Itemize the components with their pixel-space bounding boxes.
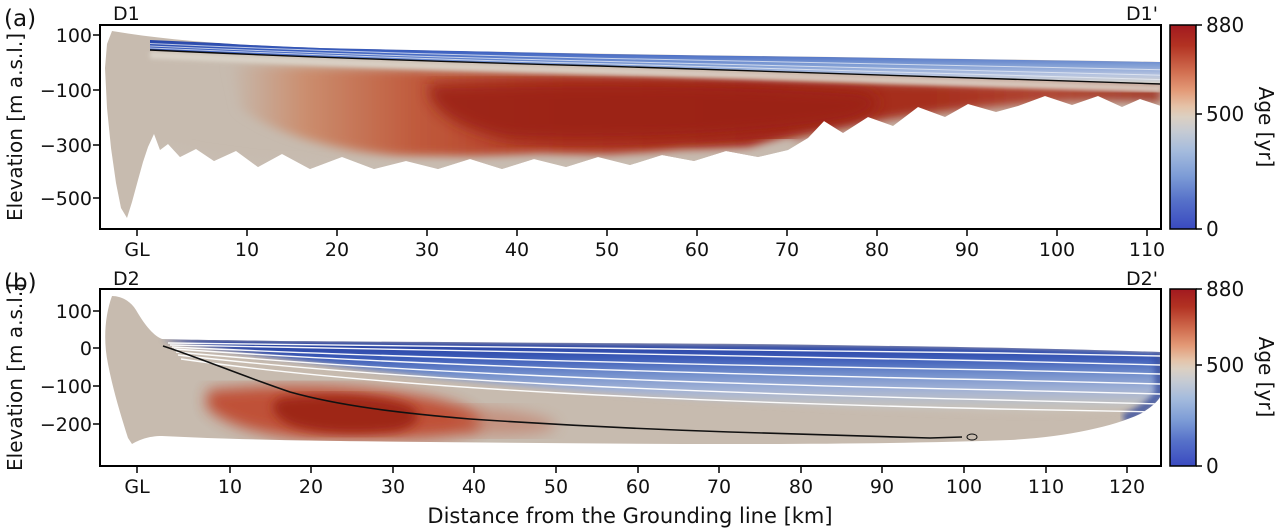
transect-start-label-b: D2: [113, 268, 140, 290]
x-tick-label-a-7: 70: [775, 239, 799, 261]
colorbar-b-tickmarks: [1196, 288, 1202, 467]
colorbar-b-tick-mid: 500: [1206, 353, 1244, 377]
black-isochrone-b: [162, 345, 963, 439]
y-tick-label-a-1: −100: [40, 80, 92, 102]
transect-end-label-b: D2': [1126, 268, 1158, 290]
y-tick-label-b-3: −200: [40, 414, 92, 436]
panel-a-x-tickmarks: [136, 229, 1148, 236]
colorbar-a-tick-max: 880: [1206, 13, 1244, 37]
panel-b-y-tickmarks: [93, 310, 100, 425]
isochrone-line-b-5: [175, 351, 1161, 395]
panel-a-frame: [99, 24, 1162, 230]
y-tick-label-b-1: 0: [80, 338, 92, 360]
panel-a-letter: (a): [4, 6, 36, 32]
colorbar-a: 880 500 0 Age [yr]: [1169, 13, 1278, 241]
isochrone-line-b-7: [180, 358, 1161, 413]
colorbar-a-tick-min: 0: [1206, 217, 1219, 241]
x-tick-label-b-3: 30: [381, 476, 405, 498]
y-tick-label-a-3: −500: [40, 188, 92, 210]
colorbar-b-tick-min: 0: [1206, 454, 1219, 478]
y-tick-label-b-0: 100: [56, 301, 92, 323]
pale-mid-layer-a: [149, 51, 1161, 93]
oldest-ice-core-b: [273, 394, 419, 434]
x-tick-label-b-9: 90: [870, 476, 894, 498]
x-tick-label-b-10: 100: [946, 476, 982, 498]
colorbar-a-tickmarks: [1196, 24, 1202, 230]
ice-section-a: [105, 31, 1161, 218]
colorbar-b-tick-max: 880: [1206, 277, 1244, 301]
isochrone-line-b-6: [177, 354, 1161, 405]
young-ice-blue-layer-a: [150, 40, 1161, 84]
panel-b-frame: [99, 288, 1162, 467]
isochrone-line-b-4: [173, 348, 1161, 385]
black-isochrone-b-end-loop: [966, 433, 978, 441]
x-tick-label-a-11: 110: [1129, 239, 1165, 261]
x-tick-label-b-6: 60: [626, 476, 650, 498]
colorbar-b-gradient: [1169, 288, 1197, 467]
oldest-ice-core-a: [429, 82, 879, 142]
x-tick-label-b-1: 10: [218, 476, 242, 498]
x-tick-label-b-12: 120: [1109, 476, 1145, 498]
x-tick-label-a-0: GL: [124, 239, 150, 261]
isochrone-line-a-2: [149, 45, 1161, 76]
x-tick-label-b-4: 40: [462, 476, 486, 498]
x-tick-label-b-0: GL: [124, 476, 150, 498]
transect-end-label-a: D1': [1126, 3, 1158, 25]
transect-start-label-a: D1: [113, 3, 140, 25]
panel-a-y-tickmarks: [93, 34, 100, 199]
colorbar-b-label: Age [yr]: [1254, 337, 1278, 418]
x-tick-label-b-2: 20: [299, 476, 323, 498]
y-axis-label-b: Elevation [m a.s.l.]: [3, 283, 27, 471]
isochrone-line-a-1: [149, 43, 1161, 71]
x-tick-label-a-4: 40: [505, 239, 529, 261]
x-tick-label-a-3: 30: [415, 239, 439, 261]
young-ice-blue-region-b: [162, 339, 1160, 414]
y-tick-label-a-0: 100: [56, 25, 92, 47]
panel-b: (b) D2 D2' Elevation [m a.s.l.] 100 0 −1…: [3, 268, 1278, 498]
panel-b-x-tickmarks: [136, 466, 1128, 473]
black-isochrone-a: [149, 49, 1161, 85]
panel-a: (a) D1 D1' Elevation [m a.s.l.] 100 −100…: [3, 3, 1278, 261]
x-tick-label-a-9: 90: [955, 239, 979, 261]
colorbar-a-label: Age [yr]: [1254, 87, 1278, 168]
x-tick-label-a-6: 60: [685, 239, 709, 261]
colorbar-a-tick-mid: 500: [1206, 102, 1244, 126]
x-tick-label-b-11: 110: [1028, 476, 1064, 498]
x-axis-label: Distance from the Grounding line [km]: [427, 504, 832, 528]
x-tick-label-a-10: 100: [1039, 239, 1075, 261]
isochrone-line-a-3: [149, 47, 1161, 81]
y-tick-label-a-2: −300: [40, 135, 92, 157]
isochrone-line-b-3: [171, 346, 1161, 375]
colorbar-a-gradient: [1169, 24, 1197, 230]
x-tick-label-a-1: 10: [235, 239, 259, 261]
y-axis-label-a: Elevation [m a.s.l.]: [3, 33, 27, 221]
y-tick-label-b-2: −100: [40, 376, 92, 398]
x-tick-label-a-5: 50: [595, 239, 619, 261]
x-tick-label-b-8: 80: [789, 476, 813, 498]
x-tick-label-a-2: 20: [325, 239, 349, 261]
ice-section-b: [105, 296, 1161, 444]
x-tick-label-b-5: 50: [544, 476, 568, 498]
isochrone-line-b-1: [167, 342, 1161, 357]
panel-b-letter: (b): [4, 270, 37, 296]
x-tick-label-a-8: 80: [865, 239, 889, 261]
x-tick-label-b-7: 70: [707, 476, 731, 498]
colorbar-b: 880 500 0 Age [yr]: [1169, 277, 1278, 478]
